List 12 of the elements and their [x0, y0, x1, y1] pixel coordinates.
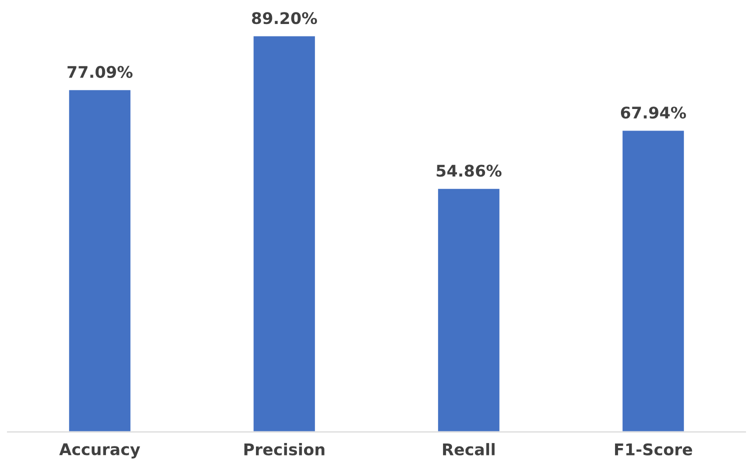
data-label: 89.20%: [252, 12, 318, 24]
data-label: 77.09%: [68, 66, 133, 78]
bar: [436, 187, 501, 432]
bar: [621, 129, 686, 432]
x-tick-label: F1-Score: [615, 443, 692, 456]
x-tick-label: Accuracy: [59, 443, 140, 459]
bar: [68, 88, 132, 432]
x-tick-label: Precision: [244, 443, 324, 456]
x-tick-label: Recall: [443, 443, 495, 456]
data-label: 67.94%: [620, 106, 686, 119]
data-label: 54.86%: [436, 164, 502, 177]
bar: [252, 34, 316, 432]
